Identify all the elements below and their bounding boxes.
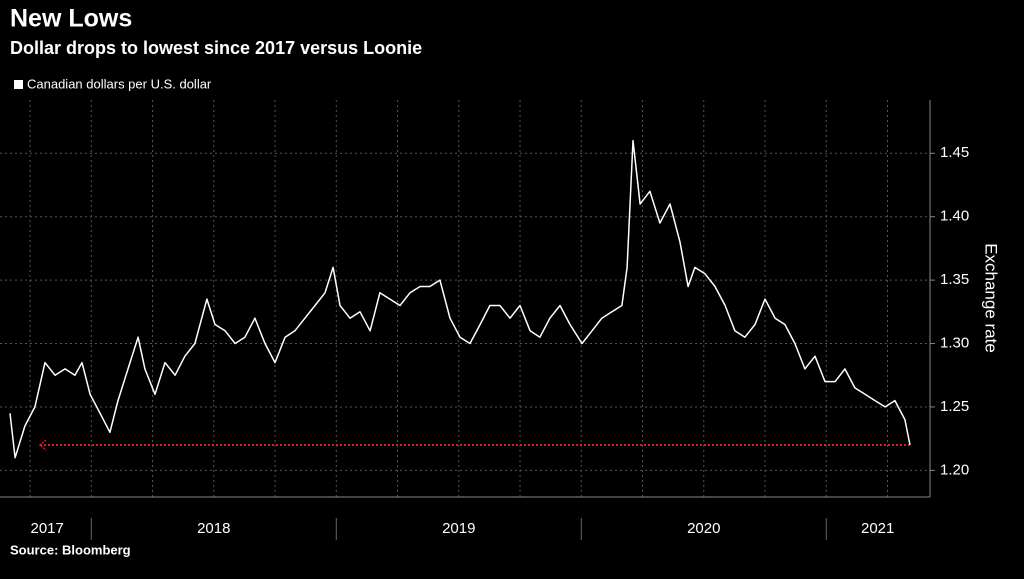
chart-title: New Lows bbox=[10, 5, 132, 33]
x-tick-label: 2020 bbox=[687, 520, 720, 537]
legend-swatch bbox=[14, 80, 23, 89]
y-tick-label: 1.45 bbox=[940, 144, 969, 161]
x-tick-label: 2021 bbox=[861, 520, 894, 537]
x-tick-label: 2019 bbox=[442, 520, 475, 537]
y-tick-label: 1.40 bbox=[940, 208, 969, 225]
y-axis-label: Exchange rate bbox=[982, 243, 1001, 353]
y-tick-label: 1.20 bbox=[940, 461, 969, 478]
legend-label: Canadian dollars per U.S. dollar bbox=[27, 76, 212, 91]
x-tick-label: 2018 bbox=[197, 520, 230, 537]
x-tick-label: 2017 bbox=[31, 520, 64, 537]
y-tick-label: 1.35 bbox=[940, 271, 969, 288]
source: Source: Bloomberg bbox=[10, 542, 131, 557]
chart-subtitle: Dollar drops to lowest since 2017 versus… bbox=[10, 38, 422, 58]
series-line bbox=[9, 139, 911, 459]
y-tick-label: 1.30 bbox=[940, 334, 969, 351]
reference-arrow bbox=[38, 439, 47, 451]
y-tick-label: 1.25 bbox=[940, 398, 969, 415]
